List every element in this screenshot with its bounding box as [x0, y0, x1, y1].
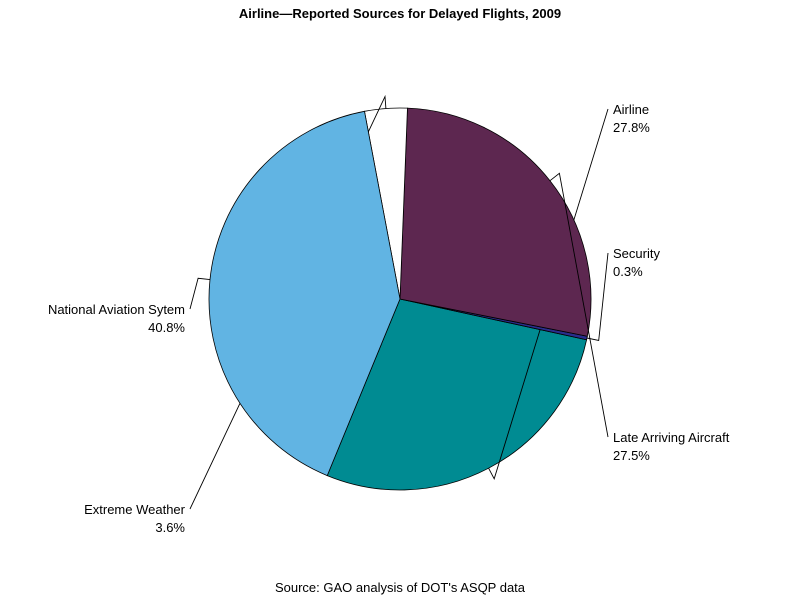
- slice-percent-label: 27.8%: [613, 120, 650, 135]
- slice-label: Late Arriving Aircraft: [613, 430, 730, 445]
- slice-label: National Aviation Sytem: [48, 302, 185, 317]
- pie-slice-national-aviation-sytem: [208, 110, 401, 477]
- chart-title: Airline—Reported Sources for Delayed Fli…: [238, 6, 562, 21]
- chart-source: Source: GAO analysis of DOT's ASQP data: [274, 580, 526, 595]
- leader-line: [549, 172, 609, 438]
- slice-percent-label: 3.6%: [155, 520, 185, 535]
- pie-slice-late-arriving-aircraft: [399, 107, 592, 337]
- slice-label: Airline: [613, 102, 649, 117]
- slice-label: Security: [613, 246, 660, 261]
- slice-percent-label: 27.5%: [613, 448, 650, 463]
- leader-line: [586, 252, 609, 341]
- leader-line: [189, 277, 211, 310]
- slice-label: Extreme Weather: [84, 502, 186, 517]
- slice-percent-label: 0.3%: [613, 264, 643, 279]
- slice-percent-label: 40.8%: [148, 320, 185, 335]
- pie-slice-airline: [326, 298, 588, 491]
